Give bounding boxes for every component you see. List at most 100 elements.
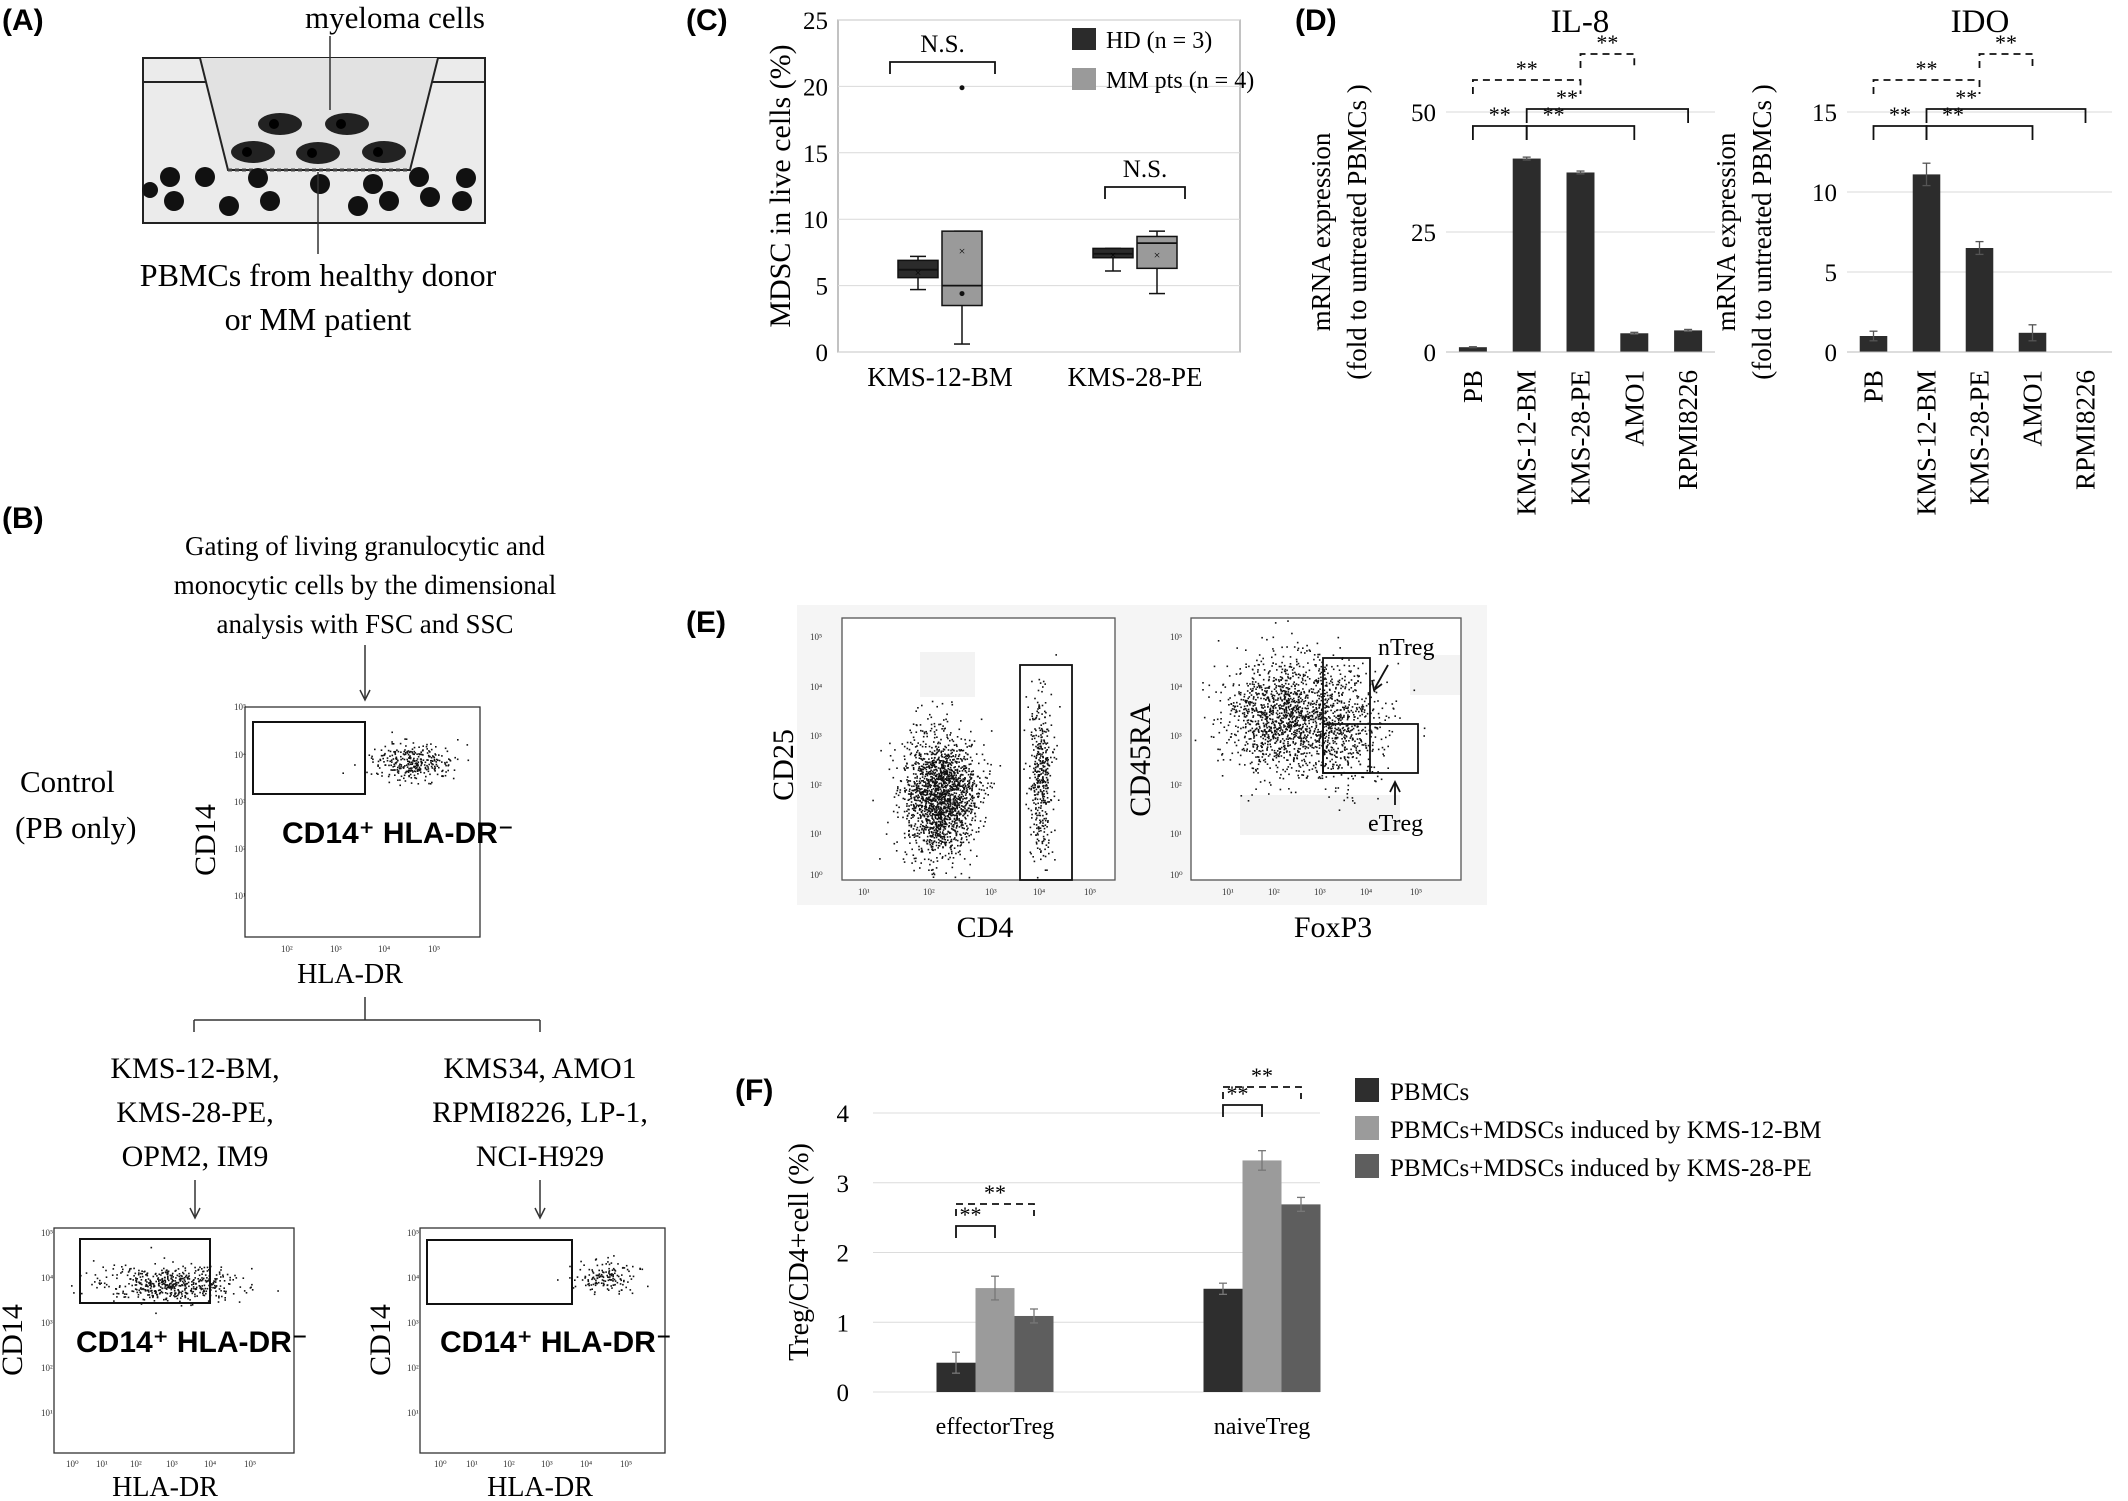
event-dot	[251, 1289, 254, 1291]
event-dot	[1281, 721, 1283, 724]
event-dot	[1282, 742, 1285, 745]
event-dot	[1271, 709, 1274, 712]
event-dot	[1264, 693, 1267, 696]
event-dot	[938, 756, 940, 759]
event-dot	[205, 1290, 208, 1292]
event-dot	[430, 760, 432, 762]
event-dot	[171, 1281, 173, 1283]
event-dot	[944, 795, 947, 798]
event-dot	[630, 1278, 633, 1280]
event-dot	[929, 835, 931, 837]
event-dot	[1035, 729, 1037, 732]
event-dot	[1249, 683, 1251, 685]
event-dot	[1042, 854, 1045, 857]
event-dot	[1235, 711, 1238, 713]
event-dot	[935, 811, 938, 813]
event-dot	[1287, 741, 1289, 743]
event-dot	[400, 765, 402, 768]
event-dot	[1266, 749, 1268, 751]
significance-label: **	[1916, 56, 1938, 81]
event-dot	[1288, 688, 1291, 690]
event-dot	[120, 1272, 122, 1274]
event-dot	[1356, 674, 1359, 677]
event-dot	[923, 858, 926, 861]
event-dot	[915, 789, 917, 791]
event-dot	[71, 1285, 73, 1287]
event-dot	[932, 807, 935, 810]
event-dot	[932, 813, 934, 815]
event-dot	[137, 1296, 140, 1298]
event-dot	[925, 793, 928, 796]
event-dot	[415, 762, 418, 764]
event-dot	[1247, 712, 1249, 715]
event-dot	[937, 777, 940, 779]
event-dot	[1307, 662, 1309, 664]
event-dot	[1041, 690, 1043, 693]
event-dot	[1273, 694, 1276, 697]
event-dot	[396, 771, 399, 773]
event-dot	[1281, 738, 1284, 740]
event-dot	[1220, 718, 1222, 720]
event-dot	[1308, 717, 1310, 719]
event-dot	[1279, 730, 1281, 732]
event-dot	[1042, 779, 1044, 782]
event-dot	[394, 750, 397, 753]
event-dot	[1259, 781, 1262, 783]
event-dot	[934, 733, 936, 736]
event-dot	[1038, 727, 1041, 729]
event-dot	[166, 1299, 169, 1302]
event-dot	[1270, 726, 1272, 729]
event-dot	[431, 781, 433, 784]
event-dot	[1328, 716, 1330, 718]
event-dot	[190, 1262, 193, 1265]
event-dot	[913, 836, 916, 838]
event-dot	[140, 1287, 142, 1289]
event-dot	[393, 763, 395, 766]
event-dot	[939, 831, 941, 833]
event-dot	[961, 800, 964, 803]
event-dot	[1294, 723, 1296, 726]
event-dot	[1355, 710, 1357, 713]
event-dot	[374, 748, 376, 751]
event-dot	[1052, 808, 1055, 811]
event-dot	[147, 1289, 150, 1292]
event-dot	[1273, 723, 1276, 726]
event-dot	[925, 802, 928, 804]
legend-label: HD (n = 3)	[1106, 28, 1212, 54]
event-dot	[963, 778, 966, 781]
gating-text-3: analysis with FSC and SSC	[216, 609, 513, 639]
event-dot	[1332, 712, 1334, 714]
event-dot	[1267, 734, 1270, 736]
event-dot	[885, 833, 888, 835]
event-dot	[950, 823, 953, 825]
event-dot	[932, 797, 934, 799]
event-dot	[1283, 711, 1286, 714]
event-dot	[923, 785, 925, 787]
event-dot	[939, 761, 942, 764]
event-dot	[1228, 675, 1231, 677]
event-dot	[931, 746, 933, 749]
event-dot	[1285, 710, 1288, 712]
event-dot	[1194, 739, 1197, 742]
event-dot	[915, 839, 917, 842]
event-dot	[434, 765, 436, 768]
event-dot	[1261, 749, 1264, 752]
event-dot	[1300, 737, 1303, 740]
event-dot	[126, 1274, 129, 1277]
event-dot	[1317, 716, 1319, 718]
event-dot	[942, 833, 945, 835]
event-dot	[1041, 792, 1044, 795]
event-dot	[930, 716, 933, 719]
event-dot	[1217, 759, 1219, 762]
event-dot	[1301, 710, 1303, 713]
event-dot	[192, 1282, 195, 1284]
event-dot	[172, 1283, 174, 1286]
event-dot	[1221, 754, 1223, 756]
event-dot	[1319, 737, 1321, 740]
event-dot	[444, 747, 447, 750]
event-dot	[571, 1287, 574, 1290]
event-dot	[1280, 707, 1282, 710]
event-dot	[925, 768, 928, 771]
event-dot	[934, 821, 937, 824]
